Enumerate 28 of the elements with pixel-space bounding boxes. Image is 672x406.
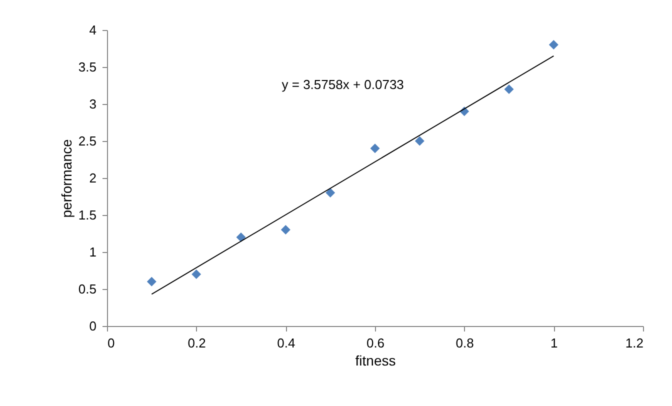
point [280,225,290,235]
annotation: y = 3.5758x + 0.0733 [282,76,404,92]
x-tick-label: 0 [108,336,115,350]
x-tick-label: 0.6 [366,336,385,350]
y-axis-title: performance [58,138,74,218]
y-tick-label: 0 [89,318,96,334]
y-tick-label: 2 [89,170,96,186]
y-tick-label: 4 [89,22,96,38]
point [236,232,246,242]
x-tick-label: 0.8 [456,336,474,350]
y-tick-label: 3.5 [78,60,96,74]
x-tick-label: 0.4 [277,336,296,350]
point [192,269,202,279]
point [504,84,514,94]
point [326,188,336,198]
y-tick-label: 1 [89,244,96,260]
y-tick-label: 0.5 [78,282,96,296]
x-tick-label: 1 [550,336,558,350]
point [548,40,558,50]
y-tick-label: 2.5 [78,134,96,148]
point [146,276,156,286]
point [370,144,380,154]
x-tick-label: 1.2 [625,336,644,350]
y-tick-label: 1.5 [78,208,96,222]
x-axis-title: fitness [355,352,396,368]
point [414,136,424,146]
x-tick-label: 0.2 [188,336,206,350]
y-tick-label: 3 [89,96,96,112]
